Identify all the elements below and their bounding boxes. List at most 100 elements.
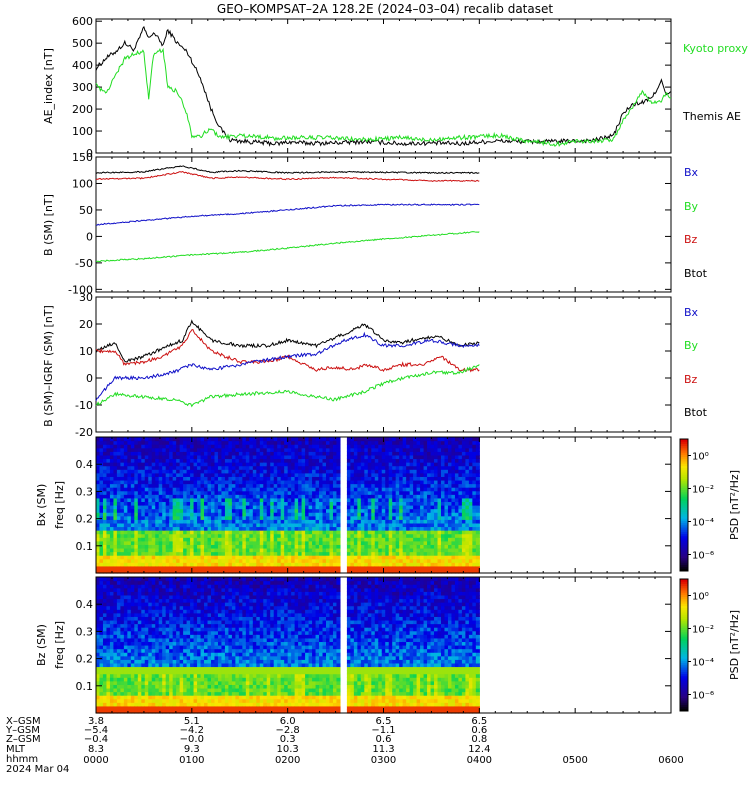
spectrogram-cell bbox=[294, 437, 299, 442]
spectrogram-cell bbox=[231, 458, 236, 463]
spectrogram-cell bbox=[312, 469, 317, 474]
spectrogram-cell bbox=[214, 547, 219, 553]
spectrogram-cell bbox=[190, 515, 195, 520]
spectrogram-cell bbox=[447, 479, 453, 485]
spectrogram-cell bbox=[416, 483, 421, 488]
spectrogram-cell bbox=[305, 447, 310, 452]
spectrogram-cell bbox=[144, 497, 149, 503]
spectrogram-cell bbox=[298, 465, 303, 470]
spectrogram-cell bbox=[465, 454, 470, 460]
spectrogram-cell bbox=[360, 454, 365, 460]
spectrogram-cell bbox=[130, 519, 135, 524]
spectrogram-cell bbox=[130, 705, 135, 711]
spectrogram-cell bbox=[155, 465, 160, 470]
spectrogram-cell bbox=[263, 519, 268, 524]
spectrogram-cell bbox=[102, 687, 108, 693]
spectrogram-cell bbox=[284, 444, 289, 449]
spectrogram-cell bbox=[235, 569, 240, 574]
spectrogram-cell bbox=[353, 497, 358, 503]
spectrogram-cell bbox=[308, 501, 313, 506]
spectrogram-cell bbox=[190, 533, 195, 538]
spectrogram-cell bbox=[102, 677, 108, 682]
spectrogram-cell bbox=[319, 505, 324, 510]
spectrogram-cell bbox=[465, 479, 470, 485]
spectrogram-cell bbox=[259, 490, 264, 495]
spectrogram-cell bbox=[315, 501, 320, 506]
spectrogram-cell bbox=[378, 522, 383, 528]
spectrogram-cell bbox=[291, 494, 296, 499]
spectrogram-cell bbox=[434, 462, 439, 467]
spectrogram-cell bbox=[395, 569, 400, 574]
spectrogram-cell bbox=[106, 659, 111, 664]
spectrogram-cell bbox=[137, 465, 142, 470]
spectrogram-cell bbox=[350, 447, 355, 452]
spectrogram-cell bbox=[200, 444, 205, 449]
spectrogram-cell bbox=[315, 562, 320, 567]
spectrogram-cell bbox=[172, 522, 177, 528]
spectrogram-cell bbox=[259, 483, 264, 488]
spectrogram-cell bbox=[472, 526, 477, 531]
spectrogram-cell bbox=[312, 515, 317, 520]
spectrogram-cell bbox=[211, 458, 216, 463]
spectrogram-cell bbox=[217, 472, 223, 477]
spectrogram-cell bbox=[99, 565, 104, 571]
spectrogram-cell bbox=[96, 662, 101, 668]
spectrogram-cell bbox=[294, 551, 299, 556]
spectrogram-cell bbox=[252, 522, 257, 528]
spectrogram-cell bbox=[200, 519, 205, 524]
spectrogram-cell bbox=[172, 530, 177, 535]
spectrogram-cell bbox=[214, 537, 219, 542]
spectrogram-cell bbox=[371, 537, 376, 542]
spectrogram-cell bbox=[259, 454, 264, 460]
spectrogram-cell bbox=[141, 530, 146, 535]
spectrogram-cell bbox=[395, 562, 400, 567]
spectrogram-cell bbox=[120, 558, 125, 563]
spectrogram-cell bbox=[155, 562, 160, 567]
spectrogram-cell bbox=[371, 487, 376, 492]
spectrogram-cell bbox=[113, 666, 118, 671]
spectrogram-cell bbox=[465, 547, 470, 553]
spectrogram-cell bbox=[385, 519, 390, 524]
spectrogram-cell bbox=[367, 512, 372, 517]
spectrogram-cell bbox=[211, 533, 216, 538]
legend-bz: Bz bbox=[684, 233, 698, 246]
spectrogram-cell bbox=[458, 465, 463, 470]
spectrogram-cell bbox=[116, 634, 121, 639]
spectrogram-cell bbox=[130, 515, 135, 520]
spectrogram-cell bbox=[158, 540, 163, 545]
spectrogram-cell bbox=[287, 444, 292, 449]
spectrogram-cell bbox=[235, 522, 240, 528]
spectrogram-cell bbox=[461, 565, 466, 571]
spectrogram-cell bbox=[294, 519, 299, 524]
spectrogram-cell bbox=[155, 540, 160, 545]
spectrogram-cell bbox=[231, 497, 236, 503]
spectrogram-cell bbox=[266, 555, 271, 560]
spectrogram-cell bbox=[109, 508, 115, 513]
spectrogram-cell bbox=[123, 680, 128, 685]
spectrogram-cell bbox=[249, 440, 254, 445]
colorbar-segment bbox=[680, 538, 688, 541]
spectrogram-cell bbox=[99, 580, 104, 585]
spectrogram-cell bbox=[151, 490, 156, 495]
spectrogram-cell bbox=[346, 508, 351, 513]
spectrogram-cell bbox=[291, 540, 296, 545]
spectrogram-cell bbox=[284, 558, 289, 563]
spectrogram-cell bbox=[96, 494, 101, 499]
spectrogram-cell bbox=[475, 547, 480, 553]
spectrogram-cell bbox=[413, 512, 418, 517]
spectrogram-cell bbox=[172, 569, 177, 574]
spectrogram-cell bbox=[406, 437, 411, 442]
spectrogram-cell bbox=[273, 458, 278, 463]
spectrogram-cell bbox=[141, 551, 146, 556]
spectrogram-cell bbox=[294, 487, 299, 492]
spectrogram-cell bbox=[360, 562, 365, 567]
spectrogram-cell bbox=[364, 483, 369, 488]
spectrogram-cell bbox=[96, 684, 101, 689]
spectrogram-cell bbox=[113, 609, 118, 614]
spectrogram-cell bbox=[434, 447, 439, 452]
spectrogram-cell bbox=[109, 630, 115, 635]
spectrogram-cell bbox=[245, 537, 250, 542]
spectrogram-cell bbox=[235, 487, 240, 492]
spectrogram-cell bbox=[217, 519, 223, 524]
